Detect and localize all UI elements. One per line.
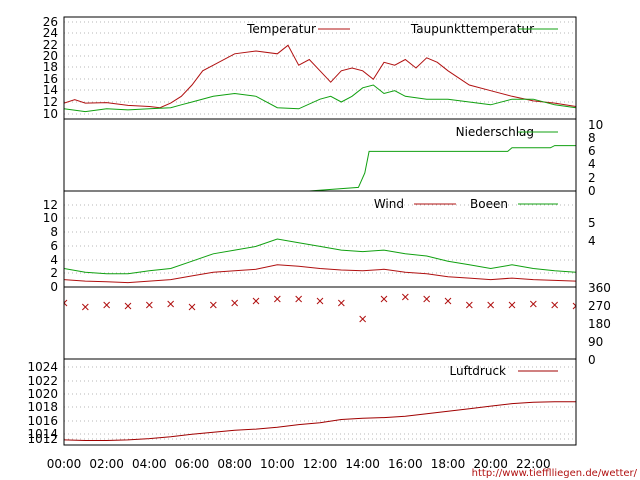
wind-direction-point-2 <box>103 301 111 309</box>
x-tick-label-10: 20:00 <box>473 457 508 471</box>
series-line-precipitation-0 <box>64 145 576 191</box>
wind-direction-point-3 <box>124 302 132 310</box>
wind-direction-point-9 <box>252 297 260 305</box>
x-tick-label-3: 06:00 <box>175 457 210 471</box>
wind-direction-point-6 <box>188 303 196 311</box>
wind-direction-point-1 <box>81 303 89 311</box>
x-tick-label-1: 02:00 <box>89 457 124 471</box>
y-tick-left-temperature-8: 10 <box>43 107 58 121</box>
y-tick-left-wind-2: 8 <box>50 225 58 239</box>
wind-direction-point-20 <box>487 301 495 309</box>
wind-direction-point-5 <box>167 300 175 308</box>
y-tick-right-precipitation-0: 10 <box>588 118 603 132</box>
legend-label-precipitation-0: Niederschlag <box>456 125 534 139</box>
wind-direction-point-7 <box>209 301 217 309</box>
legend-label-wind-1: Boeen <box>470 197 508 211</box>
y-tick-right-precipitation-2: 6 <box>588 144 596 158</box>
y-tick-left-wind-5: 2 <box>50 266 58 280</box>
y-tick-left-pressure-3: 1018 <box>27 400 58 414</box>
y-tick-left-temperature-0: 26 <box>43 15 58 29</box>
series-line-wind-1 <box>64 238 576 275</box>
y-tick-left-wind-0: 12 <box>43 198 58 212</box>
x-tick-label-11: 22:00 <box>516 457 551 471</box>
x-tick-label-9: 18:00 <box>431 457 466 471</box>
x-tick-label-7: 14:00 <box>345 457 380 471</box>
wind-direction-point-14 <box>359 315 367 323</box>
wind-direction-point-21 <box>508 301 516 309</box>
wind-direction-point-16 <box>401 293 409 301</box>
y-tick-left-temperature-5: 16 <box>43 72 58 86</box>
y-tick-right-wind-direction-0: 360 <box>588 281 611 295</box>
legend-label-temperature-0: Temperatur <box>246 22 316 36</box>
wind-direction-point-4 <box>145 301 153 309</box>
y-tick-right-precipitation-4: 2 <box>588 171 596 185</box>
series-line-temperature-1 <box>64 84 576 113</box>
x-tick-label-6: 12:00 <box>303 457 338 471</box>
wind-direction-point-15 <box>380 295 388 303</box>
y-tick-left-pressure-5: 1014 <box>27 427 58 441</box>
wind-direction-point-0 <box>64 299 68 307</box>
y-tick-left-temperature-3: 20 <box>43 49 58 63</box>
y-tick-right-precipitation-1: 8 <box>588 131 596 145</box>
y-tick-right-wind-direction-4: 0 <box>588 353 596 367</box>
x-tick-label-4: 08:00 <box>217 457 252 471</box>
wind-direction-point-23 <box>551 301 559 309</box>
y-tick-left-temperature-4: 18 <box>43 60 58 74</box>
y-tick-left-wind-6: 0 <box>50 280 58 294</box>
wind-direction-point-12 <box>316 297 324 305</box>
y-tick-left-temperature-2: 22 <box>43 38 58 52</box>
x-tick-label-0: 00:00 <box>47 457 82 471</box>
wind-direction-point-18 <box>444 297 452 305</box>
wind-direction-point-11 <box>295 295 303 303</box>
y-tick-left-temperature-1: 24 <box>43 26 58 40</box>
y-tick-right-wind-direction-3: 90 <box>588 335 603 349</box>
y-tick-left-pressure-2: 1020 <box>27 387 58 401</box>
legend-label-wind-0: Wind <box>374 197 404 211</box>
y-tick-left-pressure-4: 1016 <box>27 414 58 428</box>
series-line-pressure-0 <box>64 401 576 441</box>
y-tick-right-precipitation-5: 0 <box>588 184 596 198</box>
y-tick-left-temperature-7: 12 <box>43 95 58 109</box>
y-tick-left-pressure-6: 1012 <box>27 432 58 446</box>
wind-direction-point-22 <box>529 300 537 308</box>
x-tick-label-2: 04:00 <box>132 457 167 471</box>
y-tick-right-wind-direction-1: 270 <box>588 299 611 313</box>
legend-label-pressure-0: Luftdruck <box>449 364 506 378</box>
wind-direction-point-8 <box>231 299 239 307</box>
y-tick-right-wind-0: 5 <box>588 216 596 230</box>
y-tick-right-wind-direction-2: 180 <box>588 317 611 331</box>
legend-label-temperature-1: Taupunkttemperatur <box>410 22 534 36</box>
y-tick-left-wind-1: 10 <box>43 211 58 225</box>
wind-direction-point-19 <box>465 301 473 309</box>
y-tick-left-temperature-6: 14 <box>43 83 58 97</box>
wind-direction-point-17 <box>423 295 431 303</box>
y-tick-right-precipitation-3: 4 <box>588 157 596 171</box>
source-url: http://www.tiefflliegen.de/wetter/ <box>472 468 638 479</box>
panel-frame-pressure <box>63 358 577 446</box>
series-wind-direction <box>64 293 576 323</box>
y-tick-left-pressure-1: 1022 <box>27 374 58 388</box>
x-tick-label-5: 10:00 <box>260 457 295 471</box>
wind-direction-point-13 <box>337 299 345 307</box>
x-tick-label-8: 16:00 <box>388 457 423 471</box>
wind-direction-point-24 <box>572 302 576 310</box>
y-tick-left-wind-3: 6 <box>50 239 58 253</box>
y-tick-left-pressure-0: 1024 <box>27 360 58 374</box>
y-tick-left-wind-4: 4 <box>50 253 58 267</box>
series-line-wind-0 <box>64 264 576 284</box>
y-tick-right-wind-1: 4 <box>588 234 596 248</box>
series-line-temperature-0 <box>64 44 576 109</box>
wind-direction-point-10 <box>273 295 281 303</box>
